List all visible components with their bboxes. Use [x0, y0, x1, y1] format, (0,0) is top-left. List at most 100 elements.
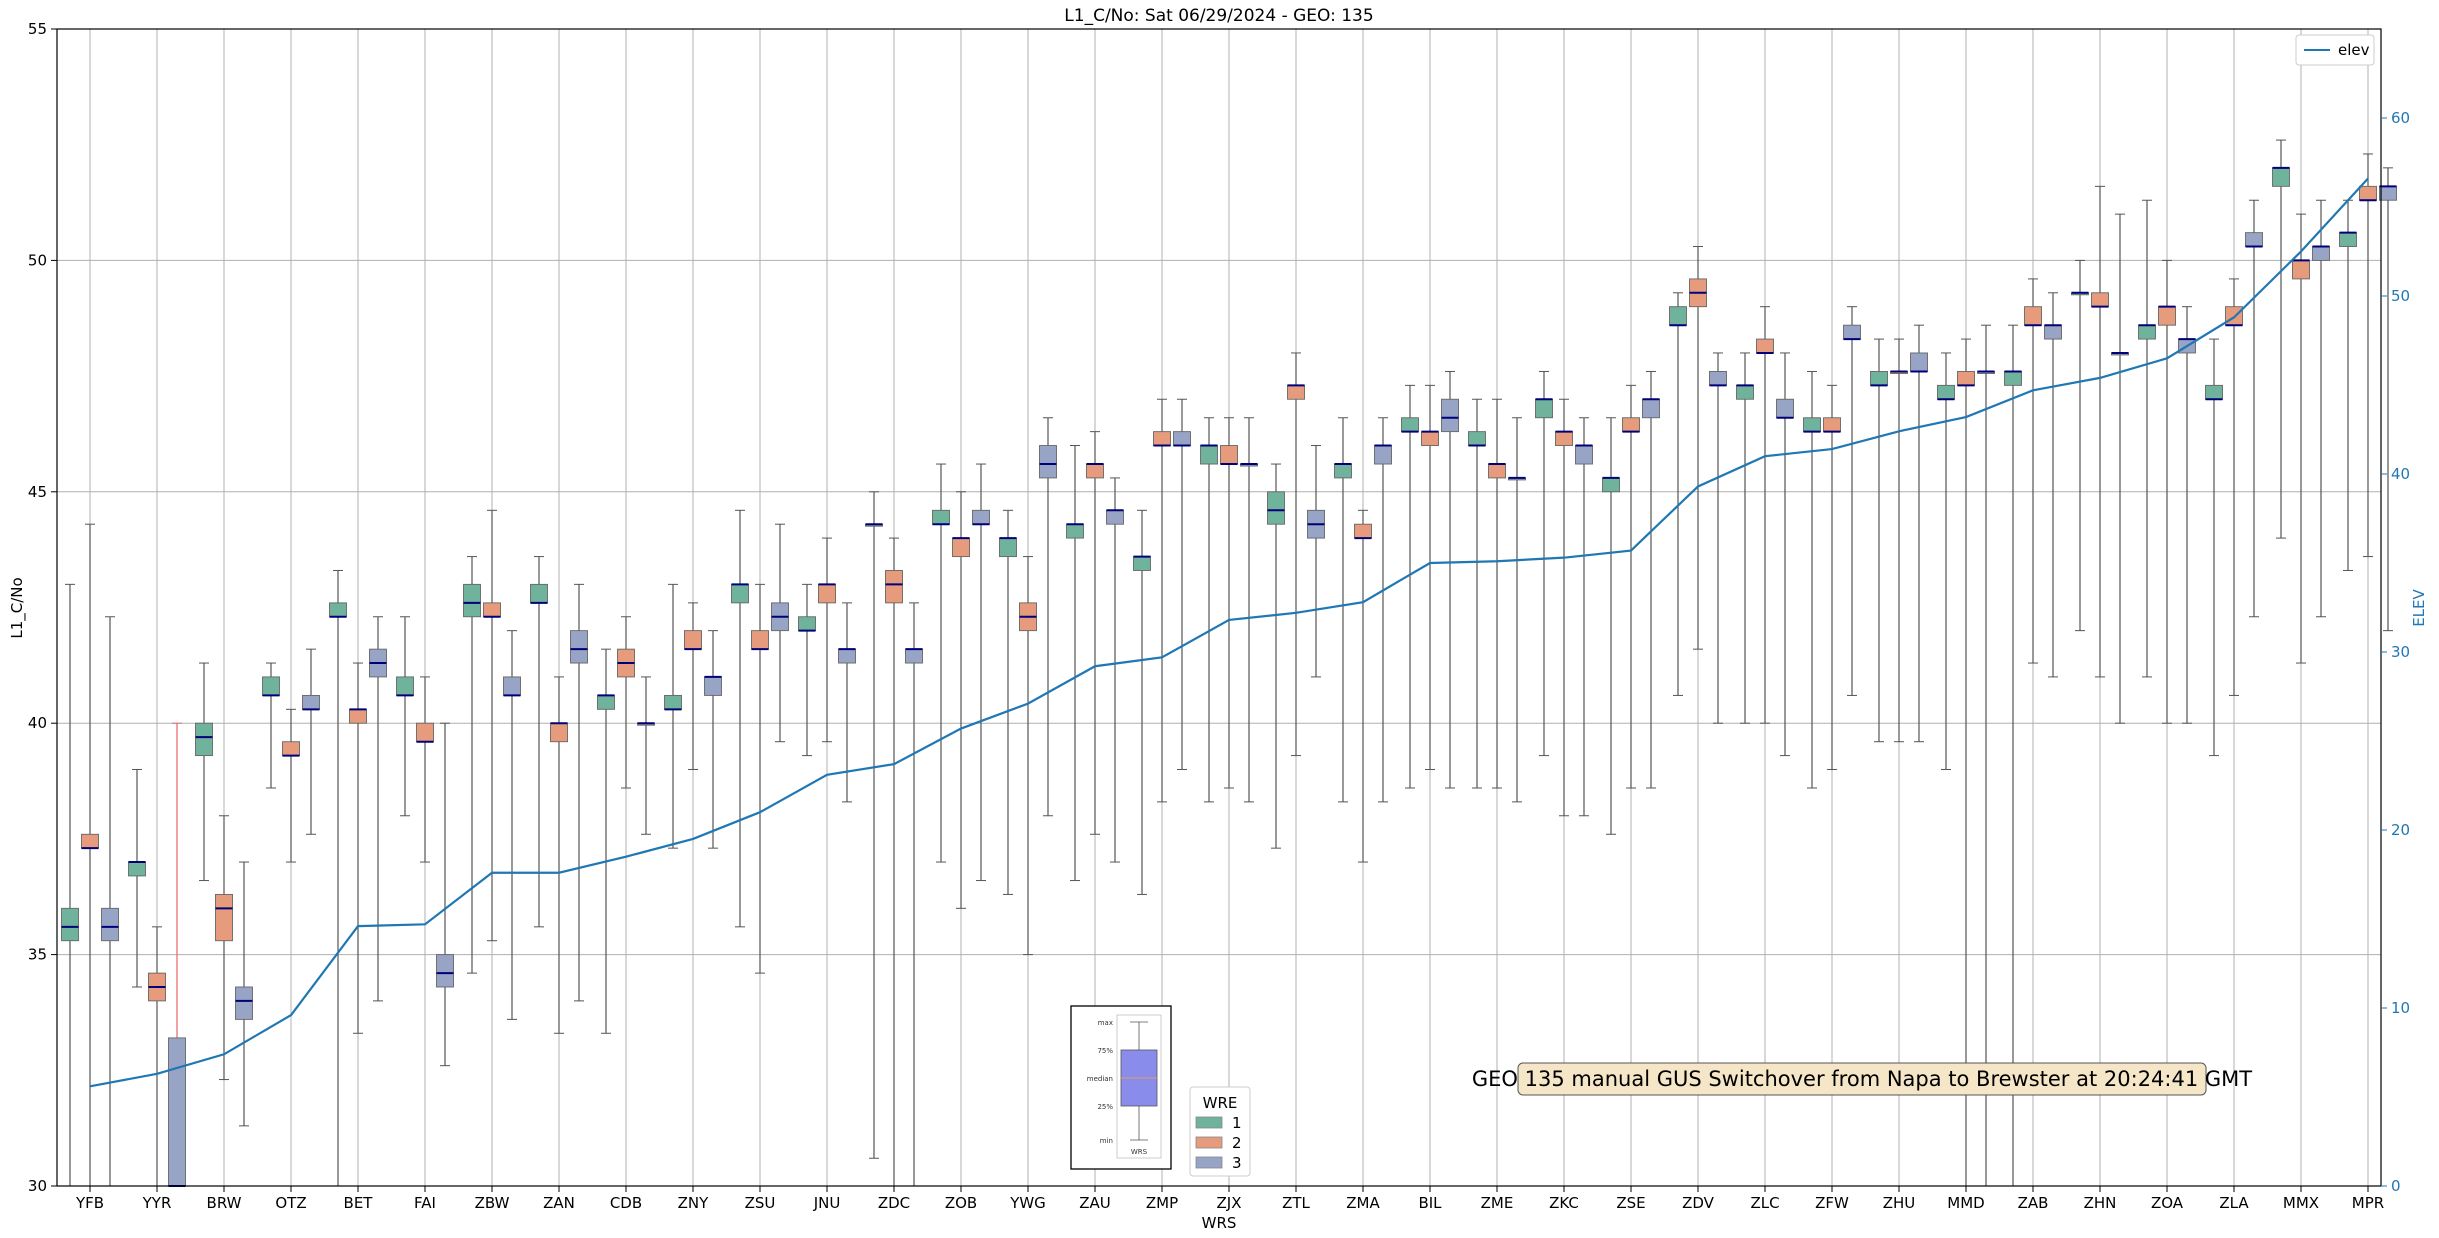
box-body — [483, 602, 501, 618]
box-body — [195, 722, 213, 757]
key-xlabel: WRS — [1131, 1148, 1148, 1156]
box-body — [396, 676, 414, 696]
plot-frame — [56, 28, 2382, 1187]
box-BET-1 — [329, 569, 347, 1186]
key-label-median: median — [1087, 1075, 1113, 1083]
box-ZFW-1 — [1803, 370, 1821, 789]
box-body — [1421, 431, 1439, 446]
x-tick-label-BIL: BIL — [1418, 1194, 1442, 1212]
box-body — [664, 694, 682, 710]
box-MMX-1 — [2272, 139, 2290, 539]
box-body — [2205, 384, 2223, 400]
x-tick-label-ZLC: ZLC — [1750, 1194, 1779, 1212]
box-body — [2024, 306, 2042, 326]
box-YWG-2 — [1019, 556, 1037, 956]
box-body — [597, 694, 615, 710]
box-body — [2339, 232, 2357, 247]
x-tick-label-OTZ: OTZ — [275, 1194, 306, 1212]
x-tick-label-ZFW: ZFW — [1815, 1194, 1849, 1212]
box-ZSE-1 — [1602, 417, 1620, 835]
box-CDB-3 — [637, 676, 655, 835]
box-ZDV-3 — [1709, 352, 1727, 724]
box-ZLA-1 — [2205, 338, 2223, 757]
x-tick-label-ZOA: ZOA — [2151, 1194, 2184, 1212]
box-key: max 75% median 25% min WRS — [1070, 1005, 1172, 1170]
box-body — [2158, 306, 2176, 326]
box-ZOB-2 — [952, 491, 970, 909]
box-body — [235, 986, 253, 1020]
box-ZAB-2 — [2024, 278, 2042, 664]
key-label-q1: 25% — [1097, 1103, 1113, 1111]
box-body — [128, 861, 146, 877]
box-body — [530, 583, 548, 604]
box-body — [101, 907, 119, 942]
box-FAI-2 — [416, 676, 434, 863]
box-ZJX-2 — [1220, 417, 1238, 789]
box-ZMP-1 — [1133, 509, 1151, 895]
legend-wre-label-3: 3 — [1232, 1154, 1242, 1172]
box-ZNY-3 — [704, 630, 722, 849]
box-ZFW-2 — [1823, 384, 1841, 770]
box-ZOB-1 — [932, 463, 950, 863]
box-body — [1488, 463, 1506, 479]
box-ZKC-3 — [1575, 417, 1593, 817]
x-tick-label-ZHU: ZHU — [1883, 1194, 1916, 1212]
box-FAI-1 — [396, 616, 414, 817]
box-OTZ-3 — [302, 648, 320, 835]
box-body — [503, 676, 521, 696]
y-ticks: 30 35 40 45 50 55 — [28, 20, 57, 1195]
box-ZME-3 — [1508, 417, 1526, 803]
box-ZBW-1 — [463, 556, 481, 974]
x-tick-label-ZMP: ZMP — [1146, 1194, 1178, 1212]
box-MPR-2 — [2359, 153, 2377, 558]
box-YYR-1 — [128, 768, 146, 988]
box-ZSU-3 — [771, 523, 789, 743]
box-ZME-1 — [1468, 398, 1486, 789]
box-body — [1468, 431, 1486, 446]
box-BRW-2 — [215, 815, 233, 1081]
box-body — [1823, 417, 1841, 433]
y2-ticks: 0 10 20 30 40 50 60 — [2381, 109, 2410, 1195]
box-body — [1287, 384, 1305, 400]
box-MPR-1 — [2339, 199, 2357, 571]
x-axis-label: WRS — [1202, 1214, 1237, 1232]
box-ZMP-2 — [1153, 398, 1171, 803]
elev-line — [89, 177, 2369, 1088]
y-tick-label-50: 50 — [28, 251, 47, 269]
box-body — [1910, 352, 1928, 372]
x-tick-label-ZTL: ZTL — [1282, 1194, 1310, 1212]
box-body — [751, 630, 769, 650]
legend-wre-label-2: 2 — [1232, 1134, 1242, 1152]
y-tick-label-55: 55 — [28, 20, 47, 38]
x-tick-label-ZKC: ZKC — [1549, 1194, 1579, 1212]
box-ZLC-1 — [1736, 352, 1754, 724]
box-body — [2245, 232, 2263, 247]
x-tick-label-ZJX: ZJX — [1217, 1194, 1242, 1212]
box-ZMP-3 — [1173, 398, 1191, 770]
box-body — [905, 648, 923, 664]
box-body — [1709, 371, 1727, 386]
box-body — [684, 630, 702, 650]
box-body — [1622, 417, 1640, 433]
box-body — [1039, 445, 1057, 479]
box-body — [436, 954, 454, 988]
box-YYR-2 — [148, 926, 166, 1186]
box-body — [704, 676, 722, 696]
box-body — [885, 570, 903, 604]
box-ZAN-3 — [570, 583, 588, 1002]
box-body — [1575, 445, 1593, 465]
box-ZDV-1 — [1669, 292, 1687, 696]
box-body — [1401, 417, 1419, 433]
box-body — [1555, 431, 1573, 446]
box-ZHN-2 — [2091, 185, 2109, 678]
y-tick-label-45: 45 — [28, 483, 47, 501]
box-ZSE-3 — [1642, 370, 1660, 789]
legend-wre-swatch-1 — [1195, 1116, 1223, 1129]
y2-tick-label-40: 40 — [2391, 465, 2410, 483]
box-body — [1066, 523, 1084, 539]
box-body — [1173, 431, 1191, 446]
y2-axis-label: ELEV — [2410, 588, 2428, 626]
box-YWG-3 — [1039, 417, 1057, 817]
box-body — [329, 602, 347, 618]
x-tick-label-MMX: MMX — [2283, 1194, 2319, 1212]
